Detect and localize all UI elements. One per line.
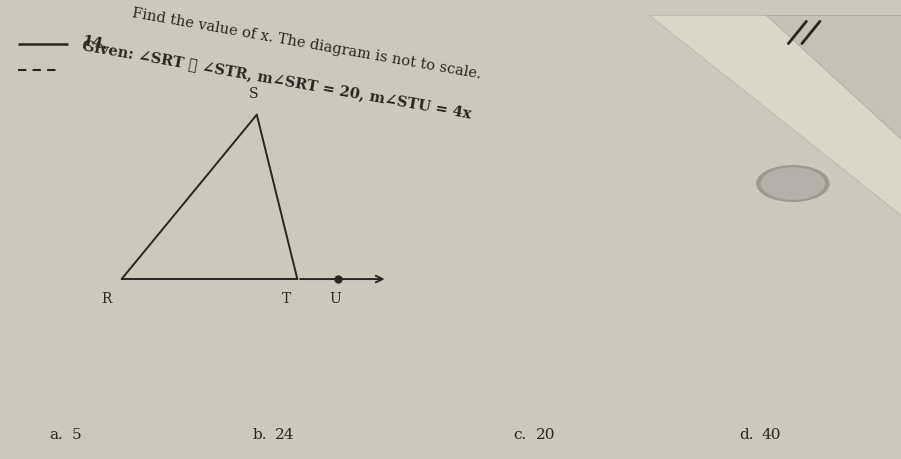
Text: S: S [250, 87, 259, 101]
Text: c.: c. [514, 428, 527, 442]
Text: U: U [329, 292, 341, 307]
Circle shape [757, 166, 829, 202]
Polygon shape [766, 15, 901, 139]
Text: a.: a. [50, 428, 63, 442]
Text: Given: ∠SRT ≅ ∠STR, m∠SRT = 20, m∠STU = 4x: Given: ∠SRT ≅ ∠STR, m∠SRT = 20, m∠STU = … [81, 38, 472, 120]
Text: 40: 40 [761, 428, 781, 442]
Text: Find the value of x. The diagram is not to scale.: Find the value of x. The diagram is not … [131, 6, 482, 81]
Circle shape [761, 168, 824, 199]
Text: T: T [282, 292, 291, 307]
Polygon shape [649, 15, 901, 215]
Text: b.: b. [252, 428, 267, 442]
Text: 24: 24 [275, 428, 295, 442]
Text: R: R [101, 292, 112, 307]
Text: 14.: 14. [81, 34, 110, 53]
Text: 5: 5 [72, 428, 82, 442]
Text: 20: 20 [536, 428, 556, 442]
Text: d.: d. [739, 428, 753, 442]
